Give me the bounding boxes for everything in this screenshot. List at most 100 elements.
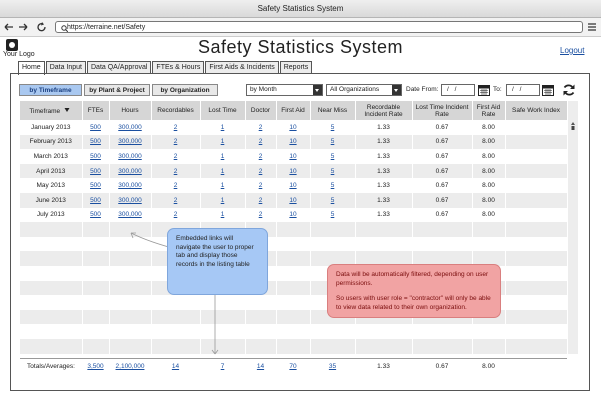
cell-link[interactable]: 1 [220,196,225,204]
cell-link[interactable]: 10 [289,152,297,160]
cell-link[interactable]: 300,000 [118,167,142,175]
cell-link[interactable]: 5 [330,138,335,146]
cell-link[interactable]: 3,500 [87,362,104,370]
column-header: FTEs [82,101,110,120]
table-cell [276,309,311,325]
cell-link[interactable]: 5 [330,211,335,219]
cell-link[interactable]: 300,000 [118,182,142,190]
table-cell: 1.33 [355,163,413,179]
content-panel [10,73,590,391]
organization-select[interactable]: All Organizations [326,84,402,96]
cell-link[interactable]: 300,000 [118,152,142,160]
cell-link[interactable]: 2 [173,138,178,146]
date-from-input[interactable]: / / [441,84,475,96]
cell-link[interactable]: 10 [289,138,297,146]
date-to-input[interactable]: / / [506,84,540,96]
cell-link[interactable]: 1 [220,167,225,175]
cell-link[interactable]: 2 [173,196,178,204]
cell-link[interactable]: 2,100,000 [115,362,145,370]
cell-link[interactable]: 500 [90,123,101,131]
cell-link[interactable]: 300,000 [118,211,142,219]
cell-link[interactable]: 2 [173,182,178,190]
cell-link[interactable]: 1 [220,123,225,131]
table-cell: 0.67 [412,120,473,135]
table-cell: 0.67 [412,134,473,150]
cell-link[interactable]: 500 [90,138,101,146]
calendar-icon[interactable] [542,84,554,96]
cell-link[interactable]: 14 [256,362,265,370]
menu-icon[interactable] [587,22,597,32]
cell-link[interactable]: 500 [90,182,101,190]
cell-link[interactable]: 2 [173,211,178,219]
cell-link[interactable]: 500 [90,211,101,219]
totals-cell: 2,100,000 [109,359,151,374]
cell-link[interactable]: 2 [173,152,178,160]
cell-link[interactable]: 5 [330,123,335,131]
column-header: Safe Work Index [505,101,568,120]
cell-link[interactable]: 1 [220,138,225,146]
period-select[interactable]: by Month [246,84,323,96]
cell-link[interactable]: 2 [258,211,263,219]
cell-link[interactable]: 2 [258,152,263,160]
view-button[interactable]: by Organization [152,84,218,96]
search-icon [61,25,68,32]
cell-link[interactable]: 300,000 [118,123,142,131]
view-button[interactable]: by Plant & Project [84,84,150,96]
cell-link[interactable]: 2 [258,167,263,175]
logout-link[interactable]: Logout [560,46,585,55]
url-field[interactable]: https://terraine.net/Safety [55,21,583,33]
tab[interactable]: Data QA/Approval [87,61,152,74]
cell-link[interactable]: 2 [258,138,263,146]
cell-text: Totals/Averages: [27,362,75,370]
empty-row [20,222,568,237]
cell-link[interactable]: 500 [90,152,101,160]
cell-link[interactable]: 1 [220,182,225,190]
cell-link[interactable]: 2 [173,167,178,175]
cell-link[interactable]: 2 [173,123,178,131]
tab[interactable]: FTEs & Hours [152,61,205,74]
cell-link[interactable]: 10 [289,211,297,219]
table-cell: 5 [310,207,356,223]
cell-link[interactable]: 10 [289,182,297,190]
table-cell [412,222,473,237]
cell-link[interactable]: 1 [220,152,225,160]
refresh-icon[interactable] [562,83,576,97]
view-button[interactable]: by Timeframe [19,84,82,96]
cell-link[interactable]: 1 [220,211,225,219]
tab[interactable]: Home [18,61,45,75]
table-row: May 2013 500 300,000 2 1 2 10 5 1.33 0.67 8.00 [20,178,568,193]
cell-link[interactable]: 5 [330,167,335,175]
cell-link[interactable]: 2 [258,182,263,190]
table-cell [505,280,568,296]
cell-link[interactable]: 5 [330,182,335,190]
table-cell [20,251,83,266]
cell-link[interactable]: 5 [330,152,335,160]
tab[interactable]: Data Input [45,61,86,74]
tab[interactable]: First Aids & Incidents [205,61,279,74]
scrollbar[interactable] [567,101,578,354]
table-cell: 1 [200,192,246,208]
calendar-icon[interactable] [478,84,490,96]
table-cell [505,309,568,325]
cell-link[interactable]: 2 [258,196,263,204]
cell-link[interactable]: 500 [90,196,101,204]
cell-link[interactable]: 35 [328,362,337,370]
table-cell [82,265,110,281]
nav-buttons[interactable] [3,21,51,33]
window-title: Safety Statistics System [0,0,601,18]
column-header[interactable]: Timeframe [20,101,83,120]
cell-link[interactable]: 2 [258,123,263,131]
cell-link[interactable]: 10 [289,167,297,175]
cell-link[interactable]: 300,000 [118,138,142,146]
table-cell: 2 [151,163,201,179]
cell-link[interactable]: 300,000 [118,196,142,204]
cell-link[interactable]: 7 [220,362,225,370]
cell-link[interactable]: 500 [90,167,101,175]
tab[interactable]: Reports [279,61,313,74]
cell-link[interactable]: 5 [330,196,335,204]
cell-link[interactable]: 10 [289,123,297,131]
cell-link[interactable]: 14 [171,362,180,370]
cell-link[interactable]: 10 [289,196,297,204]
cell-link[interactable]: 70 [289,362,297,370]
table-cell [20,309,83,325]
